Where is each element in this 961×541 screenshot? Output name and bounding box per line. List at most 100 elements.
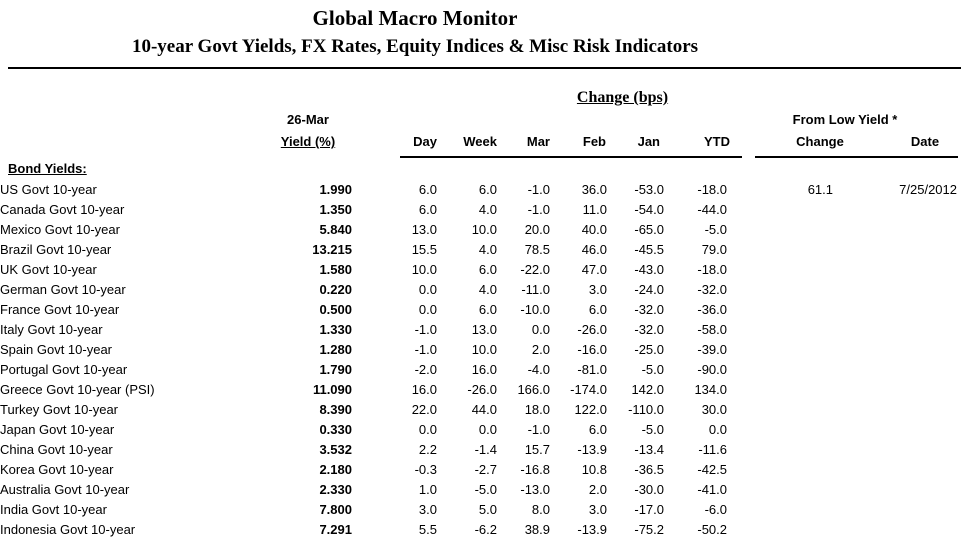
change-bps-group-header: Change (bps) — [576, 89, 669, 106]
row-label: German Govt 10-year — [0, 282, 126, 297]
change-ytd: -39.0 — [697, 342, 727, 357]
change-jan: -110.0 — [628, 402, 664, 417]
from-low-date — [833, 300, 957, 320]
from-low-date — [833, 420, 957, 440]
change-mar: 15.7 — [524, 442, 550, 457]
from-low-change — [727, 340, 833, 360]
yield-value: 0.500 — [319, 302, 352, 317]
from-low-yield-group-header: From Low Yield * — [792, 112, 898, 127]
from-low-date — [833, 260, 957, 280]
change-jan: 142.0 — [631, 382, 664, 397]
asof-date-header: 26-Mar — [287, 112, 329, 127]
yield-value: 1.790 — [319, 362, 352, 377]
from-low-change — [727, 380, 833, 400]
row-label: India Govt 10-year — [0, 502, 107, 517]
from-low-date — [833, 520, 957, 540]
change-ytd: -50.2 — [697, 522, 727, 537]
from-low-columns-underline — [755, 156, 958, 158]
change-mar: 0.0 — [531, 322, 550, 337]
yield-value: 0.330 — [319, 422, 352, 437]
change-day: 16.0 — [411, 382, 437, 397]
col-header-ytd: YTD — [704, 134, 730, 149]
change-ytd: -36.0 — [697, 302, 727, 317]
from-low-change — [727, 520, 833, 540]
change-week: -26.0 — [467, 382, 497, 397]
change-ytd: 0.0 — [708, 422, 727, 437]
change-feb: -26.0 — [577, 322, 607, 337]
change-week: 0.0 — [478, 422, 497, 437]
from-low-change: 61.1 — [807, 182, 833, 197]
yield-value: 1.990 — [319, 182, 352, 197]
change-mar: -4.0 — [527, 362, 550, 377]
change-week: 44.0 — [471, 402, 497, 417]
change-feb: 2.0 — [588, 482, 607, 497]
change-ytd: -11.6 — [698, 442, 727, 457]
change-day: 0.0 — [418, 422, 437, 437]
change-feb: 3.0 — [588, 282, 607, 297]
yield-value: 5.840 — [319, 222, 352, 237]
change-feb: 10.8 — [581, 462, 607, 477]
row-label: Canada Govt 10-year — [0, 202, 125, 217]
table-row: Italy Govt 10-year 1.330 -1.0 13.0 0.0 -… — [0, 320, 957, 340]
change-mar: 18.0 — [524, 402, 550, 417]
col-header-feb: Feb — [582, 134, 606, 149]
change-week: 13.0 — [471, 322, 497, 337]
change-week: 5.0 — [478, 502, 497, 517]
row-label: France Govt 10-year — [0, 302, 120, 317]
table-row: Australia Govt 10-year 2.330 1.0 -5.0 -1… — [0, 480, 957, 500]
yield-value: 0.220 — [319, 282, 352, 297]
yield-value: 1.330 — [319, 322, 352, 337]
change-feb: 40.0 — [581, 222, 607, 237]
yield-value: 7.291 — [319, 522, 352, 537]
table-row: Korea Govt 10-year 2.180 -0.3 -2.7 -16.8… — [0, 460, 957, 480]
from-low-change — [727, 360, 833, 380]
change-mar: 38.9 — [524, 522, 550, 537]
change-mar: -16.8 — [520, 462, 550, 477]
change-day: -2.0 — [414, 362, 437, 377]
change-day: 5.5 — [418, 522, 437, 537]
yield-value: 3.532 — [319, 442, 352, 457]
row-label: Portugal Govt 10-year — [0, 362, 128, 377]
change-week: 4.0 — [478, 202, 497, 217]
bond-yields-section-label: Bond Yields: — [8, 161, 87, 176]
change-jan: -45.5 — [634, 242, 664, 257]
yield-value: 7.800 — [319, 502, 352, 517]
from-low-date — [833, 460, 957, 480]
table-row: Mexico Govt 10-year 5.840 13.0 10.0 20.0… — [0, 220, 957, 240]
table-row: China Govt 10-year 3.532 2.2 -1.4 15.7 -… — [0, 440, 957, 460]
page-title: Global Macro Monitor — [312, 6, 518, 30]
change-mar: 8.0 — [531, 502, 550, 517]
yield-value: 1.280 — [319, 342, 352, 357]
change-jan: -75.2 — [634, 522, 664, 537]
change-day: -1.0 — [414, 322, 437, 337]
change-ytd: 134.0 — [694, 382, 727, 397]
table-row: Spain Govt 10-year 1.280 -1.0 10.0 2.0 -… — [0, 340, 957, 360]
change-columns-underline — [400, 156, 742, 158]
yield-value: 13.215 — [312, 242, 352, 257]
col-header-from-low-date: Date — [910, 134, 940, 149]
from-low-date — [833, 480, 957, 500]
yield-value: 1.580 — [319, 262, 352, 277]
table-row: Canada Govt 10-year 1.350 6.0 4.0 -1.0 1… — [0, 200, 957, 220]
change-jan: -32.0 — [634, 322, 664, 337]
table-row: Turkey Govt 10-year 8.390 22.0 44.0 18.0… — [0, 400, 957, 420]
from-low-change — [727, 420, 833, 440]
from-low-change — [727, 260, 833, 280]
change-ytd: -32.0 — [697, 282, 727, 297]
row-label: Japan Govt 10-year — [0, 422, 115, 437]
row-label: Greece Govt 10-year (PSI) — [0, 382, 155, 397]
change-feb: 6.0 — [588, 422, 607, 437]
change-mar: -13.0 — [520, 482, 550, 497]
row-label: UK Govt 10-year — [0, 262, 97, 277]
row-label: Italy Govt 10-year — [0, 322, 103, 337]
change-day: 0.0 — [418, 282, 437, 297]
change-mar: 166.0 — [517, 382, 550, 397]
change-mar: 2.0 — [531, 342, 550, 357]
change-week: 10.0 — [471, 342, 497, 357]
row-label: Brazil Govt 10-year — [0, 242, 112, 257]
table-row: France Govt 10-year 0.500 0.0 6.0 -10.0 … — [0, 300, 957, 320]
change-day: 6.0 — [418, 202, 437, 217]
change-day: 3.0 — [418, 502, 437, 517]
change-week: -5.0 — [474, 482, 497, 497]
